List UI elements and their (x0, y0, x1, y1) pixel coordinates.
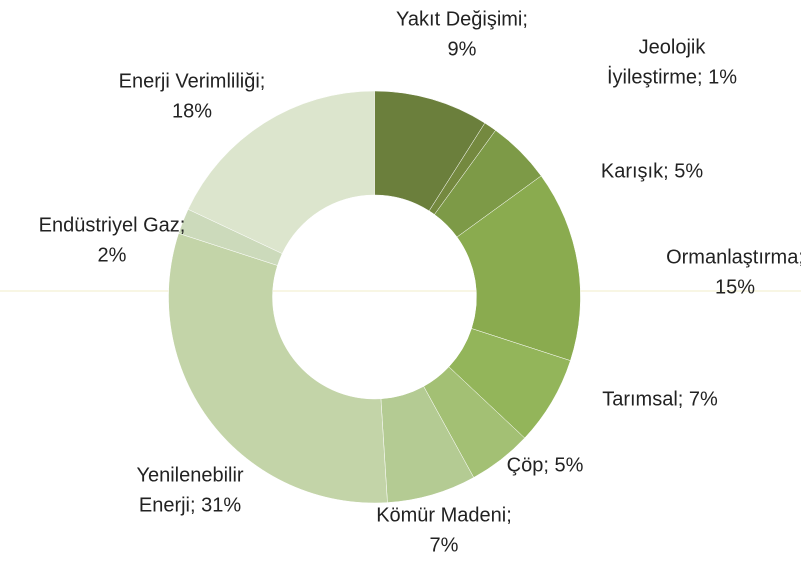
slice-label: Kömür Madeni; (376, 504, 512, 526)
slice-label: Endüstriyel Gaz; (39, 214, 186, 236)
slice (456, 175, 581, 361)
slice-label: Enerji Verimliliği; (119, 70, 266, 92)
slice-label: 9% (448, 38, 477, 60)
slice-label: 2% (98, 244, 127, 266)
slice-label: Enerji; 31% (139, 494, 241, 516)
slice-label: Yakıt Değişimi; (396, 8, 528, 30)
slice-label: Çöp; 5% (507, 454, 584, 476)
slice-label: Tarımsal; 7% (602, 388, 718, 410)
slice-label: Ormanlaştırma; (666, 246, 801, 268)
slice-label: İyileştirme; 1% (607, 65, 737, 88)
slice-label: Jeolojik (639, 36, 707, 58)
slice (187, 90, 375, 254)
slice-label: Karışık; 5% (601, 160, 703, 182)
slice-label: 15% (715, 276, 755, 298)
slice-label: Yenilenebilir (136, 464, 243, 486)
slice-label: 7% (430, 534, 459, 556)
slice (168, 233, 388, 504)
slice-label: 18% (172, 100, 212, 122)
